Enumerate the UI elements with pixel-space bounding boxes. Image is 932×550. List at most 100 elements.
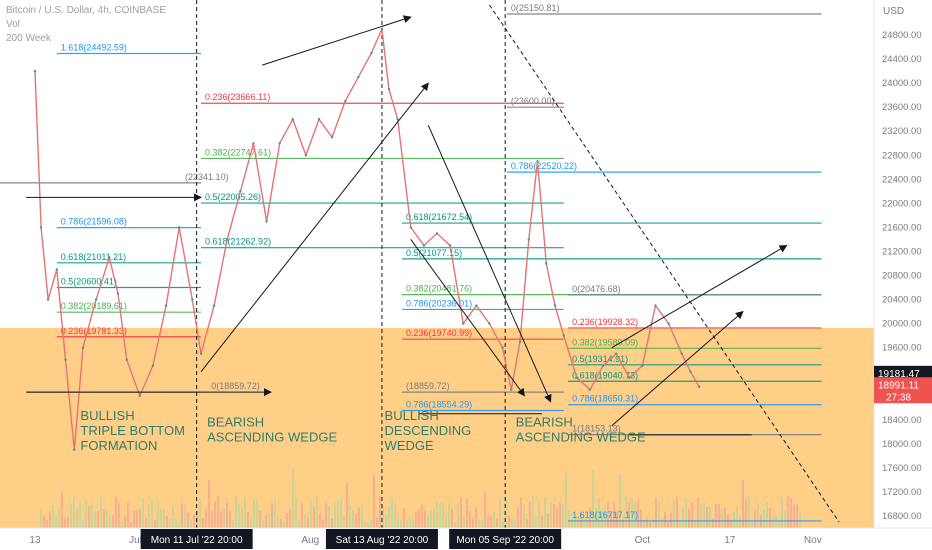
- volume-bar: [766, 502, 768, 528]
- volume-bar: [406, 519, 408, 528]
- pattern-annotation-line: BEARISH: [516, 414, 573, 429]
- fib-level-label: 0.786(21596.08): [61, 217, 127, 227]
- volume-bar: [127, 502, 129, 528]
- price-point: [654, 304, 657, 307]
- volume-bar: [85, 499, 87, 528]
- volume-bar: [346, 482, 348, 528]
- volume-bar: [505, 496, 507, 528]
- volume-bar: [166, 516, 168, 528]
- volume-bar: [592, 470, 594, 528]
- volume-bar: [601, 509, 603, 528]
- trend-drawings: [26, 4, 840, 523]
- volume-bar: [625, 496, 627, 528]
- volume-bar: [70, 504, 72, 528]
- price-point: [588, 388, 592, 391]
- fib-level-label: 0.618(21672.54): [406, 212, 472, 222]
- volume-bar: [280, 518, 282, 528]
- pattern-annotation: BEARISH ASCENDING WEDGE: [516, 414, 646, 444]
- volume-bar: [403, 508, 405, 528]
- time-tick-label: Aug: [301, 535, 319, 546]
- price-tick-label: 23600.00: [882, 102, 922, 113]
- price-point: [151, 364, 155, 367]
- price-point: [212, 304, 216, 307]
- volume-bar: [145, 517, 147, 528]
- price-point: [689, 370, 692, 373]
- volume-bar: [262, 519, 264, 528]
- volume-bar: [487, 515, 489, 528]
- volume-bar: [139, 509, 141, 528]
- price-point: [94, 298, 98, 301]
- fib-level-label: 1(18153.13): [572, 424, 621, 434]
- volume-bar: [460, 496, 462, 528]
- volume-bar: [343, 515, 345, 528]
- price-axis[interactable]: 16800.00 17200.00 17600.00 18000.00 18400.00…: [873, 0, 932, 550]
- price-point: [575, 376, 579, 379]
- volume-bar: [451, 509, 453, 528]
- price-point: [177, 226, 181, 229]
- price-point: [33, 69, 37, 73]
- fib-level-label: 0.5(22005.26): [205, 192, 261, 202]
- volume-bar: [109, 515, 111, 528]
- fib-level-label: (23600.00): [511, 96, 555, 106]
- volume-bar: [64, 518, 66, 528]
- volume-bar: [433, 509, 435, 528]
- volume-bar: [790, 498, 792, 528]
- last-price-value: 18991.11: [878, 380, 919, 391]
- volume-bar: [181, 502, 183, 528]
- price-point: [278, 142, 281, 145]
- volume-bar: [418, 510, 420, 528]
- volume-bar: [430, 510, 432, 528]
- price-point: [55, 268, 59, 271]
- volume-bar: [475, 506, 477, 528]
- volume-bar: [754, 509, 756, 528]
- volume-bar: [529, 502, 531, 528]
- volume-bar: [586, 519, 588, 528]
- volume-bar: [478, 519, 480, 528]
- volume-bar: [136, 510, 138, 528]
- time-axis[interactable]: 13 Jul Aug Oct 17 Nov Mon 11 Jul '22 20:00 Sat …: [0, 527, 932, 550]
- volume-bar: [112, 514, 114, 528]
- price-tick-label: 17200.00: [882, 487, 922, 498]
- volume-bar: [52, 504, 54, 528]
- ma-label: 200 Week: [6, 33, 51, 44]
- volume-bar: [541, 515, 543, 528]
- price-point: [64, 358, 67, 361]
- volume-bar: [622, 519, 624, 528]
- price-point: [545, 262, 548, 265]
- volume-bar: [757, 502, 759, 528]
- volume-bar: [793, 504, 795, 528]
- price-tick-label: 21200.00: [882, 246, 922, 257]
- volume-bar: [373, 474, 375, 528]
- volume-bar: [289, 509, 291, 528]
- volume-bar: [241, 508, 243, 528]
- volume-bar: [712, 518, 714, 528]
- fib-level-label: 0.618(21011.21): [61, 252, 126, 262]
- volume-bar: [298, 519, 300, 528]
- volume-bar: [607, 501, 609, 528]
- volume-bar: [223, 507, 225, 528]
- volume-bar: [415, 511, 417, 528]
- volume-bar: [784, 509, 786, 528]
- volume-bar: [325, 502, 327, 528]
- volume-bar: [787, 496, 789, 528]
- volume-bar: [721, 508, 723, 528]
- volume-bar: [538, 501, 540, 528]
- price-tick-label: 18000.00: [882, 439, 922, 450]
- volume-bar: [643, 519, 645, 528]
- fib-level-label: 0(25150.81): [511, 3, 560, 13]
- volume-bar: [322, 518, 324, 528]
- price-point: [387, 87, 391, 91]
- pattern-annotation-line: WEDGE: [385, 438, 434, 453]
- fib-level-label: 0(20476.68): [572, 284, 621, 294]
- price-point: [518, 340, 522, 343]
- volume-bar: [694, 519, 696, 528]
- volume-bar: [514, 519, 516, 528]
- volume-bar: [157, 500, 159, 528]
- volume-bar: [676, 496, 678, 528]
- volume-bar: [229, 510, 231, 528]
- fib-level-label: 0.786(18650.31): [572, 394, 638, 404]
- price-tick-label: 20800.00: [882, 271, 922, 282]
- volume-bar: [169, 518, 171, 528]
- pattern-annotation-line: TRIPLE BOTTOM: [80, 423, 184, 438]
